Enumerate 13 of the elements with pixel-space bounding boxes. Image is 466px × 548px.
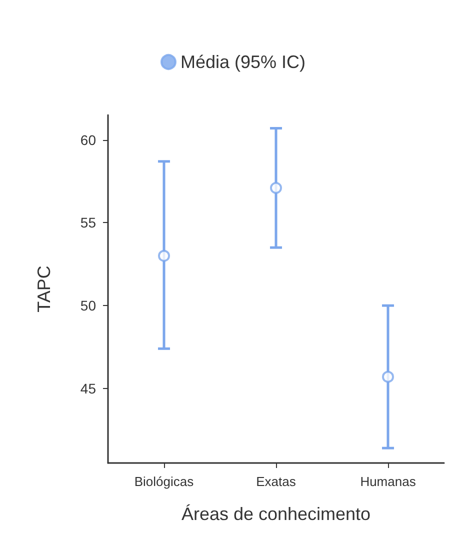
x-tick-label: Exatas	[256, 474, 296, 489]
y-tick-label: 60	[80, 132, 96, 148]
x-tick-label: Humanas	[360, 474, 416, 489]
point	[158, 250, 170, 262]
x-tick-label: Biológicas	[134, 474, 194, 489]
y-axis-title: TAPC	[34, 266, 54, 312]
legend-label: Média (95% IC)	[180, 52, 306, 72]
y-tick-label: 55	[80, 214, 96, 231]
y-tick-label: 50	[80, 298, 96, 314]
x-axis-title: Áreas de conhecimento	[181, 504, 371, 524]
point	[382, 370, 394, 383]
y-tick-label: 45	[80, 380, 96, 396]
point	[270, 182, 282, 194]
